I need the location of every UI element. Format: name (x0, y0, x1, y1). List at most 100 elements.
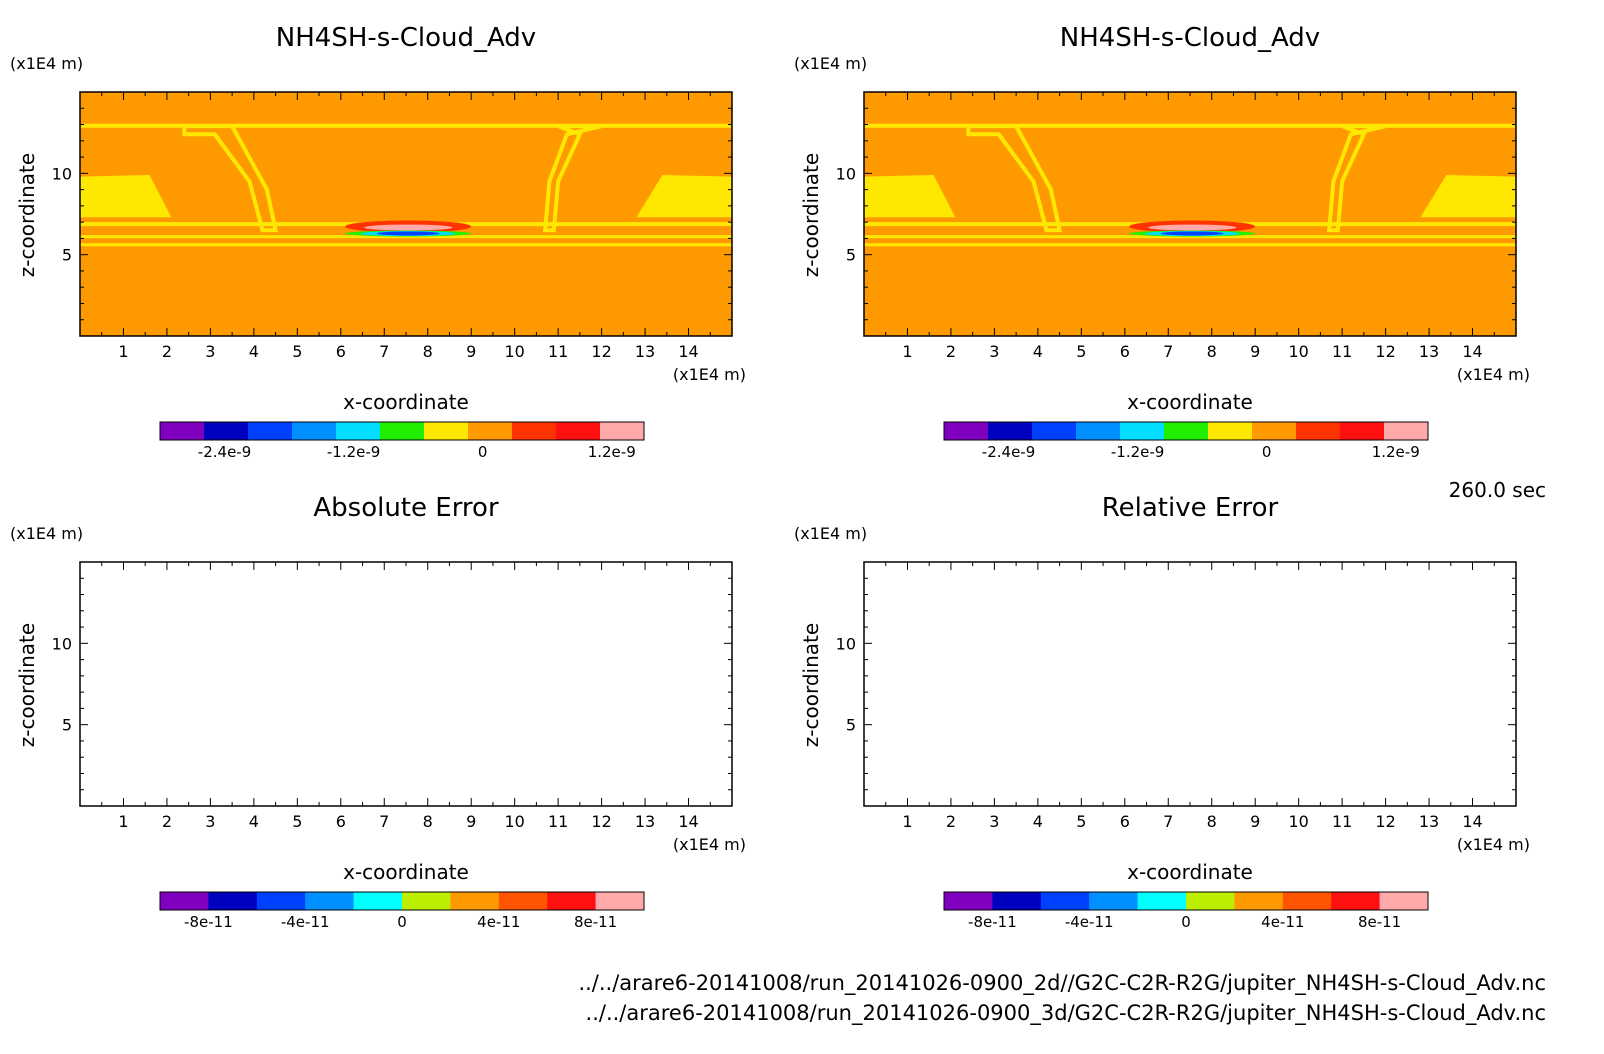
colorbar-swatch (1089, 892, 1139, 910)
x-tick-label: 7 (1163, 342, 1173, 361)
colorbar-tick-label: -1.2e-9 (1111, 443, 1164, 461)
x-tick-label: 7 (379, 812, 389, 831)
x-tick-label: 14 (678, 812, 698, 831)
x-tick-label: 3 (205, 812, 215, 831)
colorbar-tick-label: -4e-11 (281, 913, 330, 931)
x-tick-label: 1 (118, 812, 128, 831)
colorbar-swatch (204, 422, 249, 440)
cloud-wedge-right (636, 174, 732, 218)
cloud-band-base (80, 243, 732, 247)
x-tick-label: 12 (591, 812, 611, 831)
colorbar-tick-label: 8e-11 (1358, 913, 1401, 931)
y-tick-label: 5 (62, 716, 72, 735)
colorbar-swatch (1076, 422, 1121, 440)
colorbar-frame (943, 421, 1429, 441)
chart-title: Relative Error (1102, 493, 1279, 523)
x-tick-label: 1 (902, 812, 912, 831)
x-tick-label: 8 (1207, 812, 1217, 831)
x-tick-label: 13 (1419, 812, 1439, 831)
x-tick-label: 5 (1076, 342, 1086, 361)
colorbar-swatch (1234, 892, 1284, 910)
colorbar-swatch (1040, 892, 1090, 910)
y-axis-label: z-coordinate (799, 623, 823, 747)
colorbar-swatch (1379, 892, 1429, 910)
x-tick-label: 3 (989, 812, 999, 831)
field-background (864, 92, 1516, 336)
chart-panel-4: Relative Error (x1E4 m) (x1E4 m) x-coordina… (794, 493, 1530, 931)
colorbar-swatch (1137, 892, 1187, 910)
colorbar-swatch (1186, 892, 1235, 910)
colorbar-swatch (160, 422, 205, 440)
y-axis-label: z-coordinate (799, 153, 823, 277)
heatmap-field (80, 92, 732, 336)
x-tick-label: 7 (1163, 812, 1173, 831)
y-unit-label: (x1E4 m) (794, 524, 867, 543)
x-tick-label: 3 (989, 342, 999, 361)
x-tick-label: 12 (1375, 342, 1395, 361)
x-tick-label: 4 (1033, 342, 1043, 361)
x-tick-label: 12 (1375, 812, 1395, 831)
x-tick-label: 10 (504, 342, 524, 361)
y-unit-label: (x1E4 m) (10, 54, 83, 73)
colorbar-swatch (595, 892, 645, 910)
x-tick-label: 14 (678, 342, 698, 361)
x-tick-label: 2 (162, 812, 172, 831)
colorbar-swatch (556, 422, 601, 440)
field-background (80, 92, 732, 336)
y-tick-label: 10 (52, 164, 72, 183)
x-tick-label: 2 (946, 342, 956, 361)
y-axis-label: z-coordinate (15, 623, 39, 747)
chart-panel-1: NH4SH-s-Cloud_Adv (x1E4 m) (x1E4 m) x-coord… (10, 23, 746, 461)
x-tick-label: 5 (292, 342, 302, 361)
x-unit-label: (x1E4 m) (673, 365, 746, 384)
y-unit-label: (x1E4 m) (10, 524, 83, 543)
x-tick-label: 12 (591, 342, 611, 361)
x-tick-label: 14 (1462, 342, 1482, 361)
heatmap-field (864, 92, 1516, 336)
colorbar-swatch (1120, 422, 1165, 440)
file-path-2d: ../../arare6-20141008/run_20141026-0900_… (578, 971, 1546, 996)
x-axis-label: x-coordinate (1127, 860, 1253, 884)
x-tick-label: 13 (635, 812, 655, 831)
x-tick-label: 9 (466, 342, 476, 361)
x-tick-label: 10 (504, 812, 524, 831)
x-tick-label: 6 (336, 812, 346, 831)
colorbar-tick-label: -8e-11 (184, 913, 233, 931)
colorbar: -2.4e-9 -1.2e-9 0 1.2e-9 (159, 421, 645, 461)
colorbar-swatch (1282, 892, 1332, 910)
y-tick-label: 10 (836, 164, 856, 183)
colorbar-tick-label: 0 (1262, 443, 1272, 461)
x-tick-label: 7 (379, 342, 389, 361)
colorbar-swatch (1032, 422, 1077, 440)
colorbar-tick-label: 8e-11 (574, 913, 617, 931)
colorbar-swatch (992, 892, 1042, 910)
cloud-wedge-right (1420, 174, 1516, 218)
x-axis-label: x-coordinate (343, 390, 469, 414)
colorbar-frame (159, 421, 645, 441)
cloud-band-top (80, 123, 732, 128)
chart-title: NH4SH-s-Cloud_Adv (1060, 23, 1320, 53)
colorbar-swatch (248, 422, 293, 440)
colorbar-tick-label: 1.2e-9 (1372, 443, 1420, 461)
x-unit-label: (x1E4 m) (1457, 365, 1530, 384)
colorbar-swatch (468, 422, 513, 440)
colorbar-tick-label: -2.4e-9 (982, 443, 1035, 461)
colorbar-swatch (380, 422, 425, 440)
chart-panel-3: Absolute Error (x1E4 m) (x1E4 m) x-coordina… (10, 493, 746, 931)
anomaly-negative-core (376, 231, 440, 236)
x-unit-label: (x1E4 m) (673, 835, 746, 854)
x-tick-label: 8 (423, 812, 433, 831)
x-tick-label: 10 (1288, 812, 1308, 831)
colorbar-swatch (1331, 892, 1381, 910)
x-tick-label: 2 (162, 342, 172, 361)
x-tick-label: 9 (466, 812, 476, 831)
colorbar-swatch (547, 892, 597, 910)
x-tick-label: 6 (336, 342, 346, 361)
colorbar-swatch (305, 892, 355, 910)
x-tick-label: 10 (1288, 342, 1308, 361)
plot-frame (79, 561, 733, 807)
x-unit-label: (x1E4 m) (1457, 835, 1530, 854)
cloud-band-lower (80, 235, 732, 239)
colorbar: -8e-11 -4e-11 0 4e-11 8e-11 (159, 891, 645, 931)
file-path-3d: ../../arare6-20141008/run_20141026-0900_… (586, 1001, 1546, 1026)
